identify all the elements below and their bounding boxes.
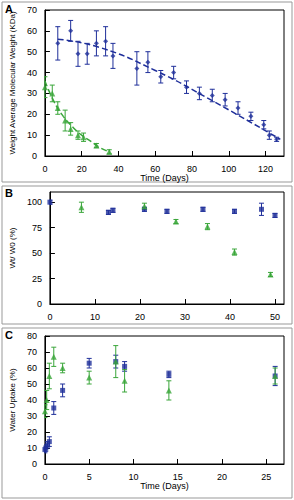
svg-text:0: 0 bbox=[42, 472, 47, 482]
svg-text:75: 75 bbox=[32, 223, 42, 233]
svg-text:50: 50 bbox=[27, 47, 37, 57]
svg-text:50: 50 bbox=[32, 248, 42, 258]
svg-text:40: 40 bbox=[225, 312, 235, 322]
svg-text:0: 0 bbox=[32, 151, 37, 161]
svg-text:0: 0 bbox=[42, 164, 47, 174]
svg-text:25: 25 bbox=[261, 472, 271, 482]
svg-text:Time (Days): Time (Days) bbox=[140, 481, 189, 491]
svg-text:10: 10 bbox=[90, 312, 100, 322]
svg-text:40: 40 bbox=[27, 395, 37, 405]
svg-text:100: 100 bbox=[221, 164, 236, 174]
svg-text:40: 40 bbox=[113, 164, 123, 174]
svg-text:50: 50 bbox=[27, 379, 37, 389]
svg-text:80: 80 bbox=[187, 164, 197, 174]
svg-text:Water Uptake (%): Water Uptake (%) bbox=[8, 368, 17, 432]
svg-text:C: C bbox=[5, 329, 13, 341]
svg-text:30: 30 bbox=[27, 88, 37, 98]
svg-text:20: 20 bbox=[217, 472, 227, 482]
svg-text:20: 20 bbox=[27, 109, 37, 119]
svg-text:60: 60 bbox=[27, 26, 37, 36]
svg-text:A: A bbox=[5, 2, 13, 15]
svg-text:120: 120 bbox=[258, 164, 273, 174]
svg-text:10: 10 bbox=[27, 443, 37, 453]
svg-text:60: 60 bbox=[27, 363, 37, 373]
svg-text:50: 50 bbox=[270, 312, 280, 322]
svg-text:20: 20 bbox=[27, 427, 37, 437]
svg-text:20: 20 bbox=[135, 312, 145, 322]
svg-text:10: 10 bbox=[128, 472, 138, 482]
svg-text:Time (Days): Time (Days) bbox=[140, 173, 189, 183]
svg-text:B: B bbox=[5, 187, 13, 199]
svg-text:70: 70 bbox=[27, 347, 37, 357]
svg-text:30: 30 bbox=[180, 312, 190, 322]
svg-text:70: 70 bbox=[27, 5, 37, 15]
svg-text:0: 0 bbox=[32, 459, 37, 469]
svg-text:40: 40 bbox=[27, 68, 37, 78]
svg-text:100: 100 bbox=[27, 197, 42, 207]
svg-text:0: 0 bbox=[47, 312, 52, 322]
svg-text:Weight Average Molecular Weigh: Weight Average Molecular Weight (KDa) bbox=[8, 11, 17, 155]
svg-text:5: 5 bbox=[87, 472, 92, 482]
svg-text:Wt/ W0 (%): Wt/ W0 (%) bbox=[8, 227, 17, 268]
svg-text:15: 15 bbox=[173, 472, 183, 482]
svg-text:30: 30 bbox=[27, 411, 37, 421]
svg-text:10: 10 bbox=[27, 130, 37, 140]
svg-text:80: 80 bbox=[27, 331, 37, 341]
svg-text:25: 25 bbox=[32, 274, 42, 284]
svg-text:0: 0 bbox=[37, 299, 42, 309]
svg-text:60: 60 bbox=[150, 164, 160, 174]
svg-text:20: 20 bbox=[77, 164, 87, 174]
